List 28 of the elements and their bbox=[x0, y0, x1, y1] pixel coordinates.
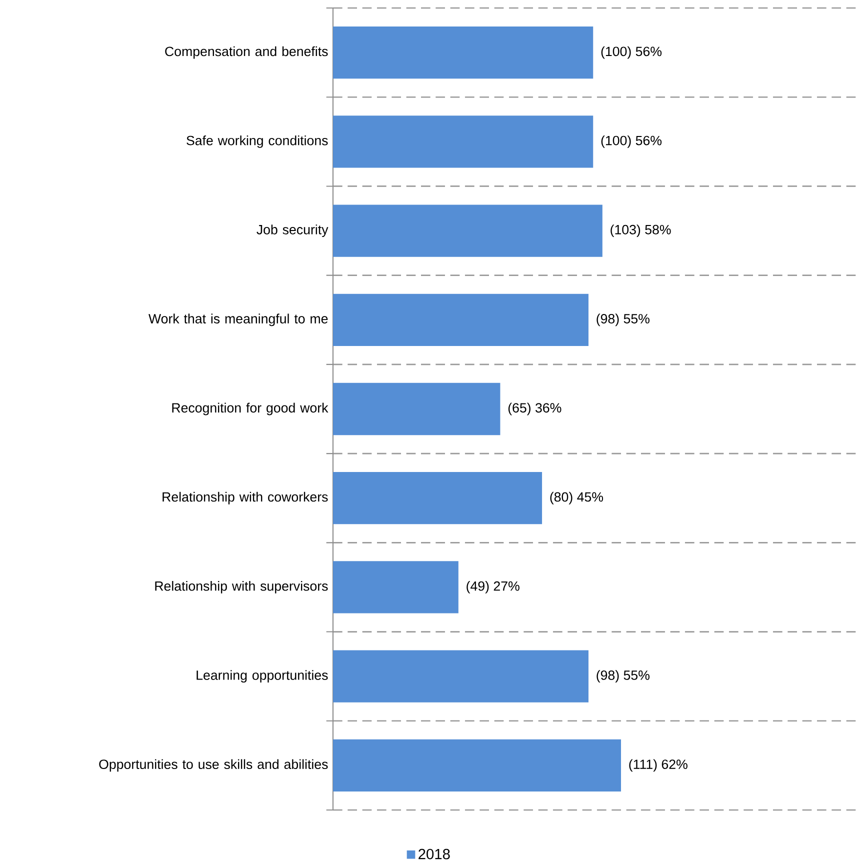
bar bbox=[332, 650, 588, 702]
bar bbox=[332, 382, 500, 436]
bar bbox=[332, 116, 594, 168]
legend-label: 2018 bbox=[418, 848, 450, 860]
data-label: (49) 27% bbox=[466, 581, 520, 594]
data-label: (98) 55% bbox=[596, 314, 650, 326]
data-label: (98) 55% bbox=[596, 670, 650, 683]
y-tick-label: Compensation and benefits bbox=[165, 46, 328, 59]
bar bbox=[332, 561, 458, 614]
data-label: (80) 45% bbox=[550, 492, 604, 504]
bar bbox=[332, 294, 588, 346]
y-tick-label: Opportunities to use skills and abilities bbox=[99, 759, 328, 772]
data-label: (65) 36% bbox=[508, 402, 562, 416]
bar bbox=[332, 204, 602, 257]
y-tick-label: Safe working conditions bbox=[186, 135, 328, 148]
y-tick-label: Learning opportunities bbox=[196, 670, 328, 683]
y-tick-label: Relationship with supervisors bbox=[155, 581, 328, 594]
bar bbox=[332, 739, 621, 792]
data-label: (100) 56% bbox=[601, 46, 662, 59]
data-label: (100) 56% bbox=[601, 135, 662, 148]
y-tick-label: Recognition for good work bbox=[172, 402, 328, 416]
y-tick-label: Relationship with coworkers bbox=[162, 492, 328, 504]
y-tick-label: Job security bbox=[256, 224, 328, 237]
bar bbox=[332, 26, 594, 79]
bar bbox=[332, 472, 542, 524]
y-tick-label: Work that is meaningful to me bbox=[148, 314, 328, 326]
data-label: (103) 58% bbox=[610, 224, 671, 237]
data-label: (111) 62% bbox=[629, 759, 688, 772]
